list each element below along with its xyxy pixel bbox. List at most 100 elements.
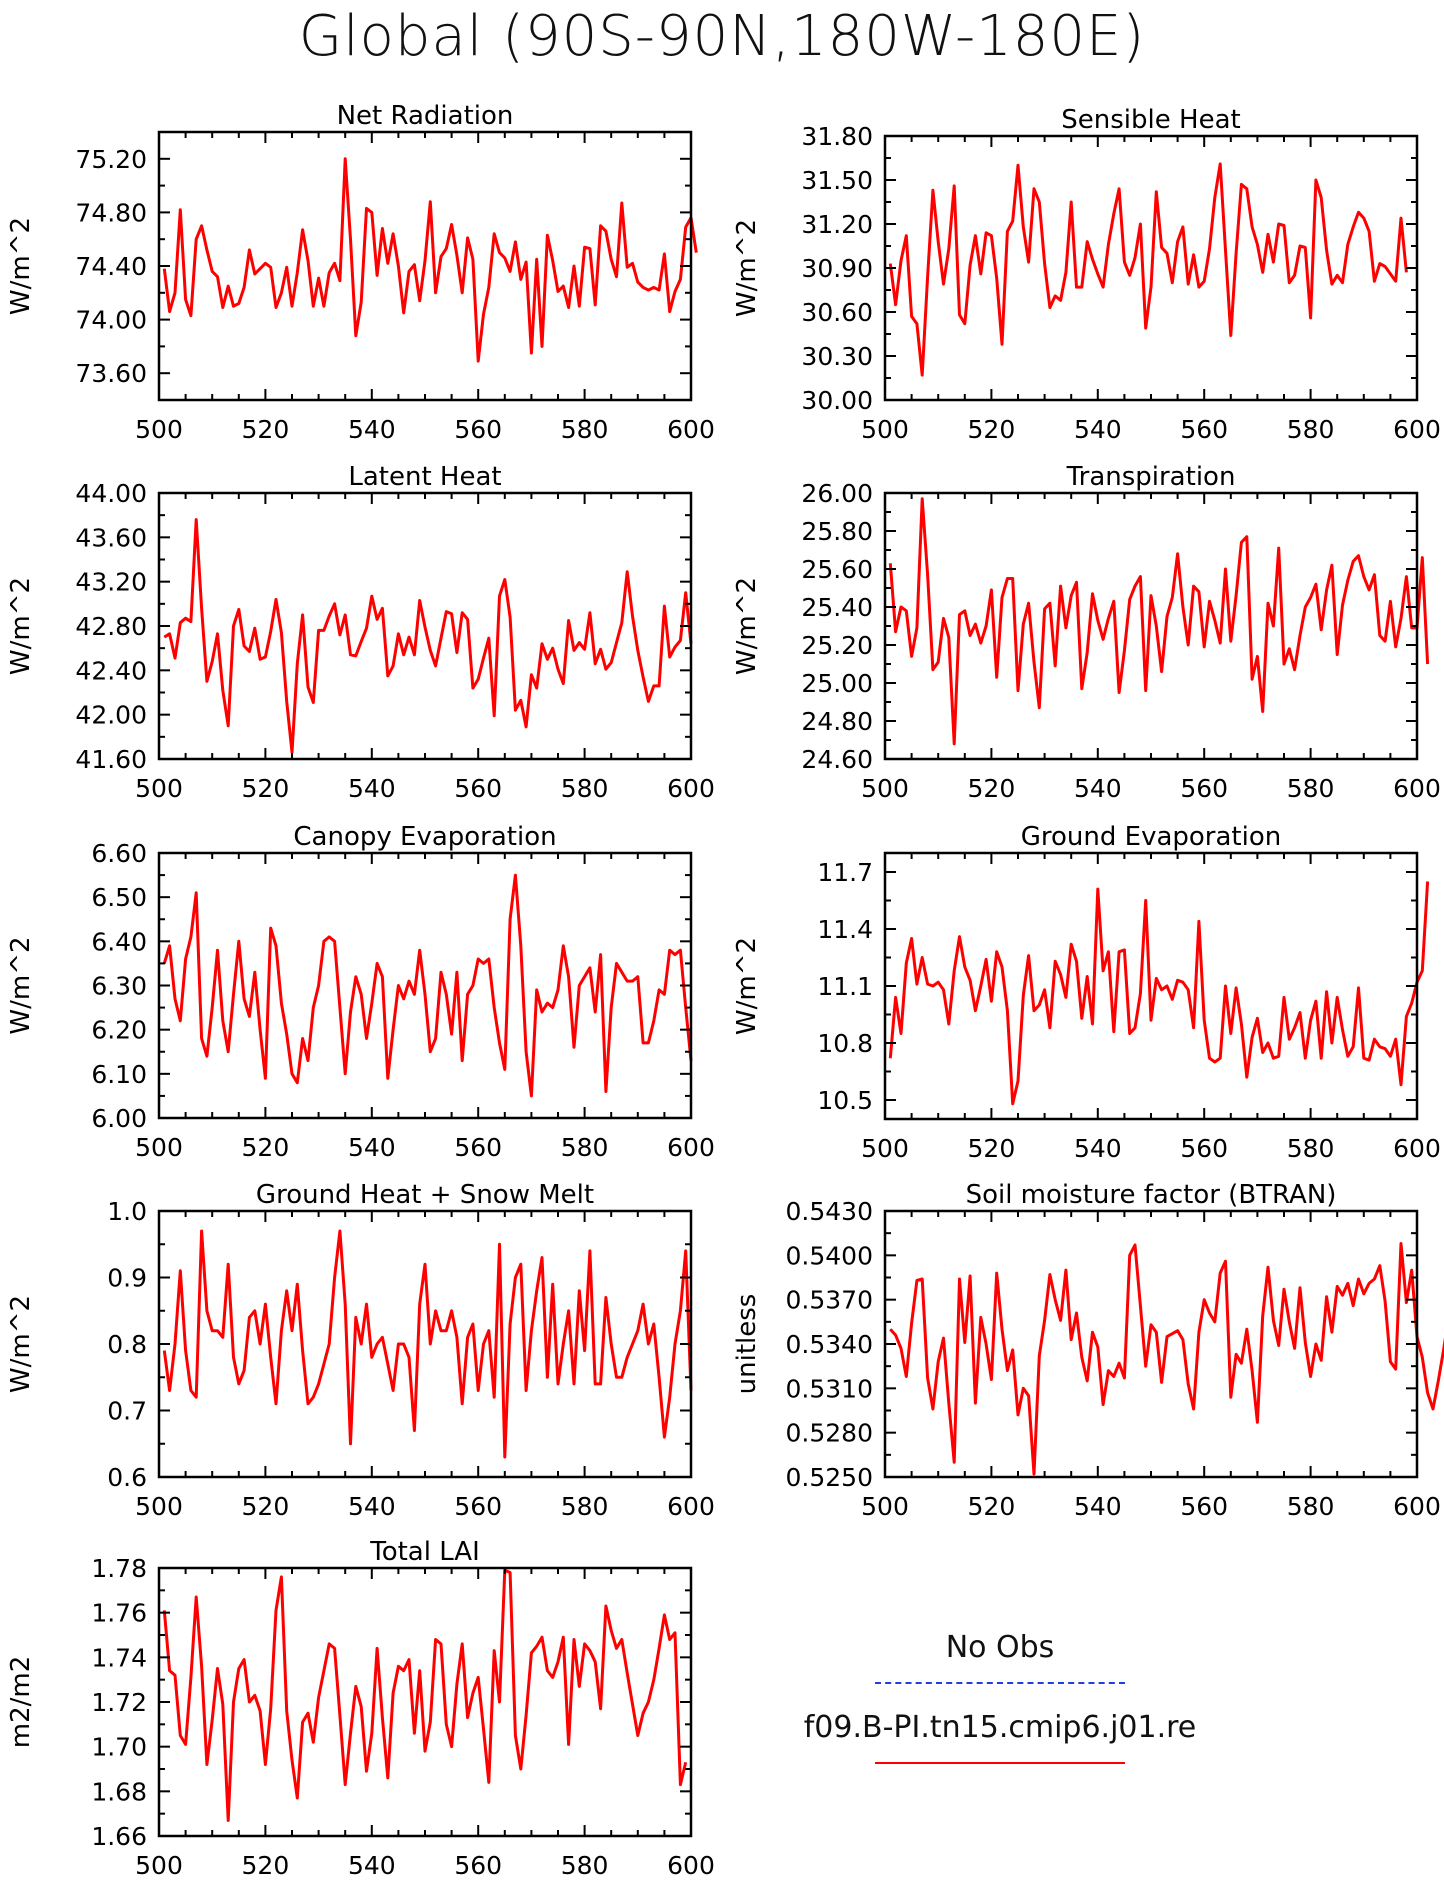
y-tick-label: 30.90: [801, 254, 873, 283]
x-tick-label: 560: [1180, 1492, 1228, 1521]
y-tick-label: 25.80: [801, 517, 873, 546]
y-tick-label: 0.5280: [786, 1419, 873, 1448]
y-tick-label: 10.5: [817, 1086, 873, 1115]
x-tick-label: 580: [561, 415, 609, 444]
y-tick-label: 75.20: [75, 145, 147, 174]
x-tick-label: 500: [135, 1133, 183, 1162]
y-tick-label: 0.5430: [786, 1197, 873, 1226]
x-tick-label: 500: [861, 1134, 909, 1163]
page-title: Global (90S-90N,180W-180E): [298, 4, 1146, 69]
y-tick-label: 11.7: [817, 858, 873, 887]
x-tick-label: 500: [135, 1851, 183, 1880]
x-tick-label: 600: [667, 1851, 715, 1880]
x-tick-label: 500: [861, 774, 909, 803]
y-tick-label: 24.80: [801, 707, 873, 736]
chart-panel: 500 520 540 560 580 600 41.60 42.00 42.40 42.80 43…: [6, 462, 715, 803]
x-tick-label: 560: [1180, 415, 1228, 444]
y-tick-label: 0.5250: [786, 1463, 873, 1492]
chart-title: Total LAI: [369, 1537, 480, 1567]
y-tick-label: 1.68: [91, 1777, 147, 1806]
y-tick-label: 1.72: [91, 1688, 147, 1717]
x-tick-label: 580: [1287, 1492, 1335, 1521]
legend: No Obs f09.B-PI.tn15.cmip6.j01.re: [720, 1620, 1280, 1800]
y-axis-label: W/m^2: [732, 937, 762, 1035]
y-tick-label: 25.40: [801, 593, 873, 622]
x-tick-label: 520: [968, 1492, 1016, 1521]
y-tick-label: 6.50: [91, 883, 147, 912]
x-tick-label: 560: [454, 1133, 502, 1162]
y-tick-label: 10.8: [817, 1029, 873, 1058]
series-line: [888, 497, 1430, 746]
x-tick-label: 580: [1287, 1134, 1335, 1163]
y-tick-label: 31.20: [801, 210, 873, 239]
y-tick-label: 25.20: [801, 631, 873, 660]
y-tick-label: 1.0: [107, 1197, 147, 1226]
x-tick-label: 560: [454, 774, 502, 803]
series-line: [889, 1242, 1444, 1476]
x-tick-label: 560: [454, 415, 502, 444]
chart-title: Ground Evaporation: [1021, 822, 1281, 852]
series-line: [162, 1229, 693, 1459]
y-tick-label: 1.74: [91, 1643, 147, 1672]
chart-panel: 500 520 540 560 580 600 0.5250 0.5280 0.5310 0.53…: [732, 1180, 1444, 1521]
series-line: [163, 518, 693, 754]
y-tick-label: 1.70: [91, 1733, 147, 1762]
x-tick-label: 520: [242, 1492, 290, 1521]
y-tick-label: 0.5400: [786, 1241, 873, 1270]
x-tick-label: 540: [1074, 1492, 1122, 1521]
x-tick-label: 540: [348, 415, 396, 444]
chart-title: Latent Heat: [348, 462, 501, 492]
y-axis-label: W/m^2: [6, 936, 36, 1034]
y-tick-label: 74.00: [75, 306, 147, 335]
x-tick-label: 600: [667, 415, 715, 444]
series-line: [162, 1568, 688, 1822]
y-tick-label: 0.5370: [786, 1286, 873, 1315]
y-tick-label: 0.5310: [786, 1374, 873, 1403]
x-tick-label: 500: [135, 774, 183, 803]
x-tick-label: 600: [1393, 1134, 1441, 1163]
x-tick-label: 540: [348, 1133, 396, 1162]
y-tick-label: 0.9: [107, 1264, 147, 1293]
y-tick-label: 0.6: [107, 1463, 147, 1492]
y-tick-label: 42.40: [75, 656, 147, 685]
x-tick-label: 580: [561, 774, 609, 803]
x-tick-label: 560: [1180, 774, 1228, 803]
plot-frame: [157, 1566, 693, 1838]
y-tick-label: 31.50: [801, 166, 873, 195]
x-tick-label: 600: [1393, 415, 1441, 444]
chart-title: Canopy Evaporation: [293, 822, 556, 852]
y-tick-label: 43.60: [75, 523, 147, 552]
legend-model-label: f09.B-PI.tn15.cmip6.j01.re: [803, 1710, 1197, 1745]
legend-obs-line: [875, 1682, 1125, 1684]
y-tick-label: 30.30: [801, 342, 873, 371]
y-tick-label: 26.00: [801, 479, 873, 508]
y-tick-label: 11.4: [817, 915, 873, 944]
y-tick-label: 74.40: [75, 252, 147, 281]
x-tick-label: 500: [135, 1492, 183, 1521]
x-tick-label: 560: [454, 1492, 502, 1521]
y-tick-label: 6.60: [91, 839, 147, 868]
y-tick-label: 6.10: [91, 1060, 147, 1089]
x-tick-label: 540: [1074, 1134, 1122, 1163]
y-tick-label: 0.7: [107, 1397, 147, 1426]
y-tick-label: 31.80: [801, 122, 873, 151]
y-tick-label: 43.20: [75, 568, 147, 597]
chart-title: Soil moisture factor (BTRAN): [966, 1180, 1337, 1210]
y-axis-label: W/m^2: [732, 219, 762, 317]
y-tick-label: 6.00: [91, 1104, 147, 1133]
x-tick-label: 600: [667, 1133, 715, 1162]
x-tick-label: 560: [1180, 1134, 1228, 1163]
y-tick-label: 30.60: [801, 298, 873, 327]
x-tick-label: 500: [135, 415, 183, 444]
plot-frame: [883, 1209, 1419, 1479]
y-tick-label: 1.66: [91, 1822, 147, 1851]
y-tick-label: 42.80: [75, 612, 147, 641]
x-tick-label: 560: [454, 1851, 502, 1880]
y-tick-label: 1.78: [91, 1554, 147, 1583]
x-tick-label: 600: [1393, 1492, 1441, 1521]
y-tick-label: 25.00: [801, 669, 873, 698]
x-tick-label: 500: [861, 1492, 909, 1521]
y-tick-label: 0.8: [107, 1330, 147, 1359]
series-line: [162, 157, 698, 363]
y-tick-label: 41.60: [75, 745, 147, 774]
